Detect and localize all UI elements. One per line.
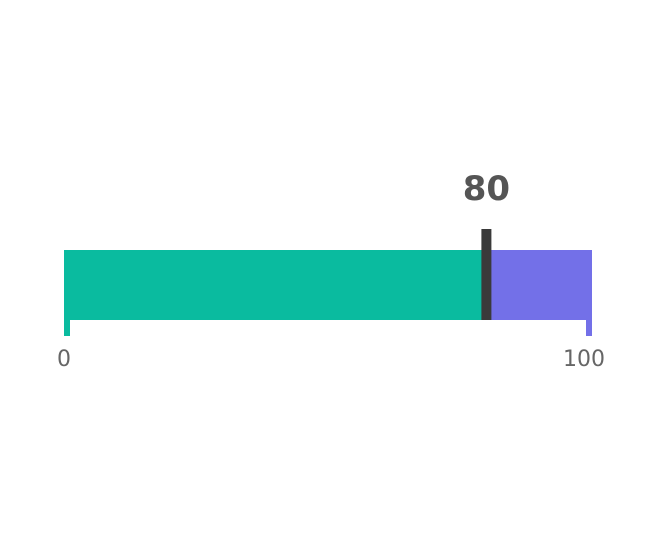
gauge-filled-segment	[64, 250, 487, 320]
gauge-remaining-segment	[486, 250, 592, 320]
gauge-max-label: 100	[563, 347, 605, 372]
gauge-min-label: 0	[57, 347, 71, 372]
gauge-min-tick	[64, 250, 70, 336]
gauge-max-tick	[586, 250, 592, 336]
gauge-value-marker	[481, 229, 492, 320]
gauge-value-label: 80	[463, 169, 510, 209]
